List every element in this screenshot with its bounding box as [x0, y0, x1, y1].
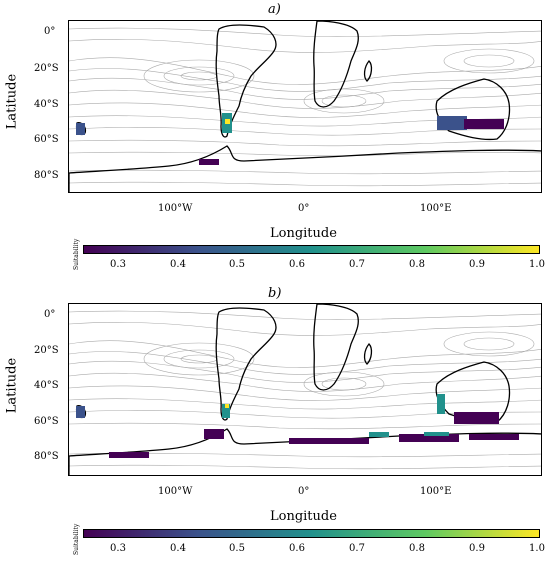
- panel-b-cbar-tick-1: 0.4: [170, 543, 186, 554]
- panel-a-map: [68, 20, 542, 193]
- panel-b-cbar-tick-0: 0.3: [110, 543, 126, 554]
- panel-a-cbar-tick-5: 0.8: [409, 259, 425, 270]
- panel-a-colorbar: [83, 245, 540, 254]
- panel-b-ytick-4: 80°S: [34, 451, 59, 462]
- panel-b-ytick-0: 0°: [44, 309, 56, 320]
- patch-australia-south: [464, 119, 504, 129]
- panel-a-xtick-2: 100°E: [420, 203, 452, 214]
- panel-b-xtick-1: 0°: [298, 486, 310, 497]
- patch-nz: [76, 406, 85, 418]
- panel-b-cbar-tick-3: 0.6: [289, 543, 305, 554]
- patch-ant-coast-2: [369, 432, 389, 437]
- panel-a-ylabel: Latitude: [4, 73, 20, 130]
- panel-b-xlabel: Longitude: [270, 509, 337, 524]
- panel-b-cbar-tick-7: 1.0: [529, 543, 545, 554]
- patch-tasmania: [437, 394, 445, 414]
- panel-b-map: [68, 303, 542, 476]
- panel-b-cbar-tick-5: 0.8: [409, 543, 425, 554]
- panel-b-xtick-0: 100°W: [158, 486, 193, 497]
- panel-b-cbar-tick-6: 0.9: [469, 543, 485, 554]
- patch-ross-sea: [109, 452, 149, 458]
- panel-b-cbar-tick-2: 0.5: [229, 543, 245, 554]
- patch-nz: [76, 123, 85, 135]
- panel-a-colorbar-label: Suitability: [73, 238, 80, 270]
- panel-a-xlabel: Longitude: [270, 226, 337, 241]
- panel-a-xtick-0: 100°W: [158, 203, 193, 214]
- panel-a-ytick-2: 40°S: [34, 99, 59, 110]
- panel-a-cbar-tick-7: 1.0: [529, 259, 545, 270]
- panel-a-cbar-tick-0: 0.3: [110, 259, 126, 270]
- panel-b-ytick-1: 20°S: [34, 345, 59, 356]
- patch-ant-coast-4: [424, 432, 449, 436]
- panel-b-colorbar-label: Suitability: [73, 523, 80, 555]
- patch-patagonia-high: [225, 404, 229, 408]
- panel-a-cbar-tick-3: 0.6: [289, 259, 305, 270]
- panel-a-title: a): [268, 2, 281, 17]
- panel-a-cbar-tick-2: 0.5: [229, 259, 245, 270]
- panel-a-cbar-tick-6: 0.9: [469, 259, 485, 270]
- panel-a-ytick-0: 0°: [44, 26, 56, 37]
- panel-a-cbar-tick-4: 0.7: [349, 259, 365, 270]
- coastline: [69, 21, 541, 192]
- patch-ant-coast-3: [399, 434, 459, 442]
- panel-b-xtick-2: 100°E: [420, 486, 452, 497]
- coastline: [69, 304, 541, 475]
- panel-a-ytick-4: 80°S: [34, 170, 59, 181]
- contour-lines: [69, 310, 541, 470]
- panel-a-xtick-1: 0°: [298, 203, 310, 214]
- suitability-patches: [76, 113, 504, 165]
- panel-b-ytick-2: 40°S: [34, 380, 59, 391]
- panel-b-ylabel: Latitude: [4, 357, 20, 414]
- patch-patagonia: [222, 404, 230, 418]
- patch-patagonia-high: [225, 119, 230, 124]
- panel-b-title: b): [268, 286, 282, 301]
- contour-lines: [69, 27, 541, 187]
- panel-b-cbar-tick-4: 0.7: [349, 543, 365, 554]
- panel-a-ytick-3: 60°S: [34, 134, 59, 145]
- patch-antarctic-pen: [204, 429, 224, 439]
- panel-b-ytick-3: 60°S: [34, 416, 59, 427]
- patch-australia-south: [454, 412, 499, 424]
- patch-ant-coast-5: [469, 434, 519, 440]
- patch-ant-coast-1: [289, 438, 369, 444]
- panel-b-colorbar: [83, 529, 540, 538]
- patch-antarctic-pen: [199, 159, 219, 165]
- patch-tasmania: [437, 116, 467, 130]
- suitability-patches: [76, 394, 519, 458]
- panel-a-cbar-tick-1: 0.4: [170, 259, 186, 270]
- panel-a-ytick-1: 20°S: [34, 63, 59, 74]
